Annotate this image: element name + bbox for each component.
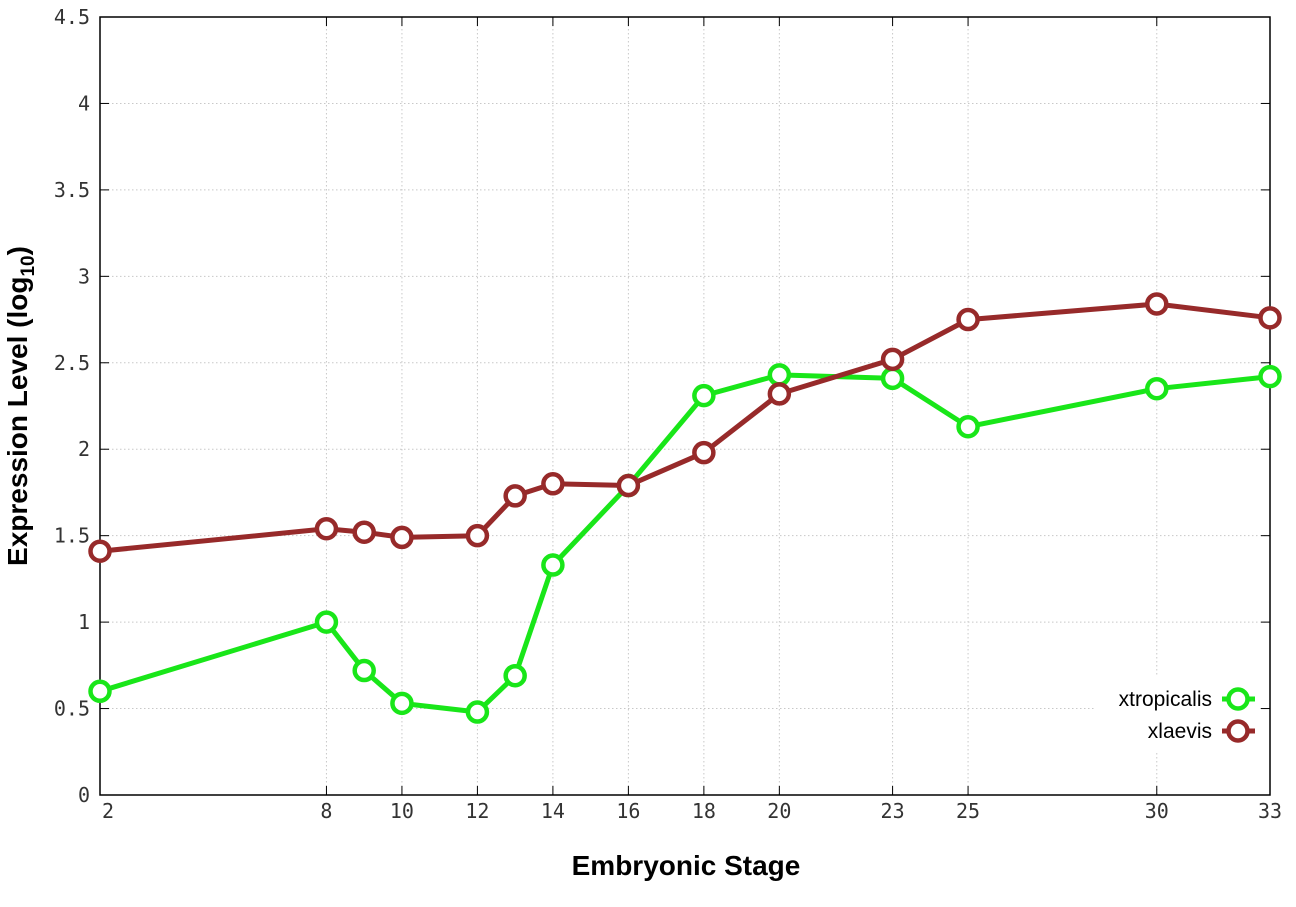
data-point-xlaevis-18	[692, 440, 716, 465]
x-tick-label-20: 20	[767, 799, 791, 823]
data-point-xtropicalis-8	[314, 610, 339, 634]
data-point-xtropicalis-9	[352, 658, 376, 683]
x-tick-label-14: 14	[541, 799, 565, 823]
data-point-xlaevis-9	[352, 520, 376, 544]
series-layer	[88, 292, 1282, 724]
y-tick-label-2-5: 2.5	[54, 351, 90, 375]
series-xlaevis	[88, 292, 1282, 563]
data-point-xlaevis-14	[541, 472, 565, 496]
y-axis-title-close: )	[2, 246, 33, 255]
x-tick-label-33: 33	[1258, 799, 1282, 823]
y-tick-label-1-5: 1.5	[54, 524, 90, 548]
y-tick-label-2: 2	[78, 437, 90, 461]
data-point-xtropicalis-23	[880, 366, 905, 391]
y-axis-title: Expression Level (log10)	[2, 246, 39, 566]
x-tick-label-16: 16	[616, 799, 640, 823]
data-point-xtropicalis-25	[956, 414, 980, 439]
x-tick-label-12: 12	[465, 799, 489, 823]
x-tick-label-25: 25	[956, 799, 980, 823]
data-point-xlaevis-25	[956, 307, 980, 332]
y-tick-label-0-5: 0.5	[54, 697, 90, 721]
legend-swatch-marker-xtropicalis	[1226, 687, 1250, 711]
y-axis-title-main: Expression Level (log	[2, 277, 33, 566]
data-point-xtropicalis-20	[767, 363, 792, 387]
x-tick-label-8: 8	[320, 799, 332, 823]
x-tick-label-18: 18	[692, 799, 716, 823]
y-tick-label-0: 0	[78, 783, 90, 807]
data-point-xlaevis-33	[1258, 306, 1282, 330]
data-point-xtropicalis-14	[541, 553, 565, 577]
y-tick-label-3: 3	[78, 264, 90, 288]
data-point-xtropicalis-30	[1145, 376, 1169, 401]
data-point-xlaevis-23	[880, 347, 905, 372]
data-point-xtropicalis-10	[390, 691, 414, 716]
tick-layer: 2 8 10 12 14 16 18 20 23 25 30 33 0 0.5 1 1.5 2 2.5 3 3.5 4 4…	[54, 5, 1282, 823]
y-tick-label-1: 1	[78, 610, 90, 634]
y-tick-label-4-5: 4.5	[54, 5, 90, 29]
legend: xtropicalis xlaevis	[1096, 677, 1260, 753]
data-point-xlaevis-13	[503, 484, 527, 508]
y-tick-label-4: 4	[78, 91, 90, 115]
y-axis-title-subscript: 10	[18, 255, 39, 276]
x-axis-title: Embryonic Stage	[572, 850, 801, 881]
data-point-xtropicalis-12	[465, 700, 490, 724]
legend-label-xtropicalis: xtropicalis	[1119, 688, 1212, 711]
data-point-xlaevis-8	[314, 517, 339, 541]
legend-label-xlaevis: xlaevis	[1148, 720, 1212, 743]
data-point-xtropicalis-13	[503, 663, 527, 688]
x-tick-label-30: 30	[1145, 799, 1169, 823]
series-line-xlaevis	[99, 301, 1271, 554]
series-line-xtropicalis	[99, 372, 1271, 715]
data-point-xtropicalis-18	[692, 383, 716, 408]
legend-swatch-marker-xlaevis	[1226, 719, 1250, 743]
data-point-xtropicalis-2	[88, 679, 112, 704]
x-tick-label-10: 10	[390, 799, 414, 823]
data-point-xlaevis-20	[767, 382, 792, 406]
data-point-xlaevis-2	[88, 539, 112, 563]
plot-frame	[99, 16, 1271, 796]
x-tick-label-23: 23	[881, 799, 905, 823]
data-point-xlaevis-30	[1145, 292, 1169, 316]
x-tick-label-2: 2	[102, 799, 114, 823]
data-point-xlaevis-16	[616, 473, 641, 498]
grid-layer	[100, 17, 1270, 795]
series-xtropicalis	[88, 363, 1282, 724]
data-point-xtropicalis-33	[1258, 364, 1282, 389]
data-point-xlaevis-10	[390, 525, 414, 550]
data-point-xlaevis-12	[465, 523, 490, 548]
y-tick-label-3-5: 3.5	[54, 178, 90, 202]
